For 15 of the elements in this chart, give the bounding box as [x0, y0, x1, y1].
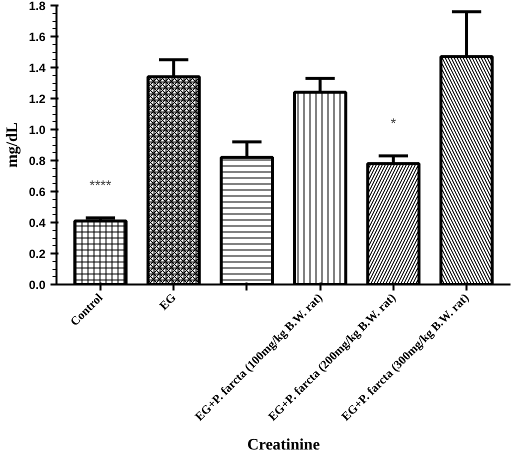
y-tick-label: 1.6: [28, 30, 46, 44]
y-tick-label: 0.4: [28, 216, 46, 230]
annotation: ****: [90, 176, 112, 193]
y-tick-label: 1.8: [28, 0, 46, 13]
x-tick-label: EG: [156, 290, 179, 313]
x-axis-title: Creatinine: [247, 436, 320, 454]
annotation: *: [390, 114, 397, 131]
y-tick-label: 0.6: [28, 185, 46, 199]
y-tick-label: 0.0: [28, 278, 46, 292]
y-tick-label: 0.8: [28, 154, 46, 168]
y-tick-label: 1.0: [28, 123, 46, 137]
y-tick-label: 1.2: [28, 92, 46, 106]
y-tick-label: 0.2: [28, 247, 46, 261]
y-tick-label: 1.4: [28, 61, 46, 75]
y-axis-title: mg/dL: [4, 122, 21, 168]
